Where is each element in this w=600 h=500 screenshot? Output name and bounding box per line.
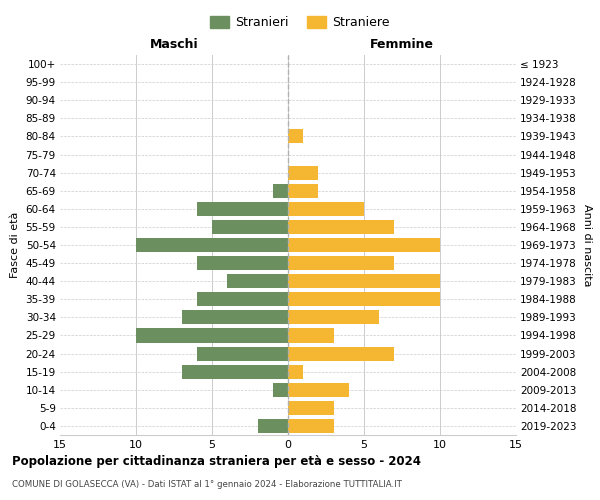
Text: Popolazione per cittadinanza straniera per età e sesso - 2024: Popolazione per cittadinanza straniera p…	[12, 455, 421, 468]
Bar	[288, 382, 349, 397]
Bar	[288, 256, 394, 270]
Text: COMUNE DI GOLASECCA (VA) - Dati ISTAT al 1° gennaio 2024 - Elaborazione TUTTITAL: COMUNE DI GOLASECCA (VA) - Dati ISTAT al…	[12, 480, 402, 489]
Bar	[288, 328, 334, 342]
Bar	[197, 256, 288, 270]
Bar	[288, 274, 440, 288]
Bar	[288, 364, 303, 378]
Bar	[182, 364, 288, 378]
Bar	[197, 202, 288, 216]
Bar	[288, 130, 303, 143]
Bar	[288, 220, 394, 234]
Bar	[212, 220, 288, 234]
Bar	[288, 166, 319, 179]
Bar	[288, 419, 334, 433]
Bar	[197, 346, 288, 360]
Bar	[288, 346, 394, 360]
Legend: Stranieri, Straniere: Stranieri, Straniere	[205, 11, 395, 34]
Y-axis label: Anni di nascita: Anni di nascita	[583, 204, 592, 286]
Bar	[227, 274, 288, 288]
Bar	[136, 238, 288, 252]
Text: Maschi: Maschi	[149, 38, 199, 52]
Bar	[273, 184, 288, 198]
Bar	[288, 292, 440, 306]
Bar	[288, 310, 379, 324]
Text: Femmine: Femmine	[370, 38, 434, 52]
Bar	[136, 328, 288, 342]
Bar	[288, 202, 364, 216]
Bar	[288, 401, 334, 415]
Bar	[288, 184, 319, 198]
Bar	[182, 310, 288, 324]
Bar	[197, 292, 288, 306]
Y-axis label: Fasce di età: Fasce di età	[10, 212, 20, 278]
Bar	[288, 238, 440, 252]
Bar	[273, 382, 288, 397]
Bar	[257, 419, 288, 433]
